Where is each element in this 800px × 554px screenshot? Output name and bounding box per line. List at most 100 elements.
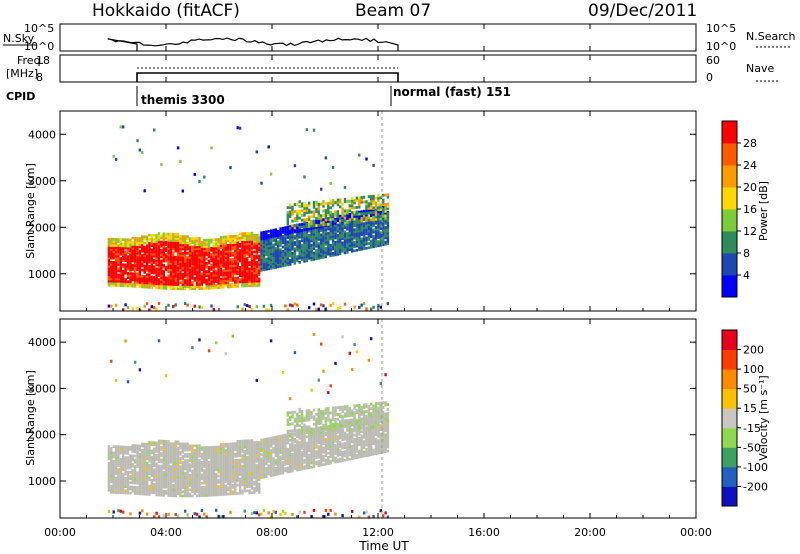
v-cell: [191, 452, 194, 456]
p-cell: [310, 237, 313, 241]
v-cell: [320, 428, 323, 432]
p-cell: [317, 242, 320, 245]
v-cell: [281, 463, 285, 467]
p-cell: [355, 219, 359, 223]
p-cell: [236, 280, 239, 284]
p-cell: [341, 214, 344, 218]
nsearch-tick-bottom: 10^0: [706, 40, 736, 53]
v-cell: [234, 444, 237, 448]
v-cell: [305, 443, 309, 447]
v-cell: [112, 484, 115, 488]
v-cell: [117, 480, 120, 484]
p-cell: [331, 166, 335, 169]
v-cell: [269, 468, 273, 471]
v-cell: [219, 474, 223, 478]
p-cell: [117, 267, 120, 271]
p-cell: [215, 240, 218, 244]
v-cell: [200, 452, 204, 456]
v-cell: [191, 459, 194, 462]
p-cell: [203, 241, 206, 244]
v-cell: [176, 459, 180, 462]
v-cell: [124, 470, 127, 474]
p-cell: [348, 240, 351, 243]
v-cell: [260, 465, 263, 469]
p-cell: [112, 283, 115, 287]
v-cell: [269, 472, 273, 475]
p-cell: [133, 278, 137, 282]
v-cell: [250, 478, 254, 482]
p-cell: [339, 223, 342, 226]
v-cell: [322, 423, 325, 427]
p-cell: [329, 181, 332, 185]
p-cell: [358, 217, 361, 220]
v-cell: [207, 479, 211, 483]
p-cell: [327, 213, 330, 217]
v-cell: [265, 456, 268, 460]
v-cell: [224, 465, 227, 469]
velocity-heatmap: [107, 319, 390, 519]
p-cell: [117, 250, 120, 254]
v-cell: [293, 452, 297, 456]
p-cell: [110, 269, 113, 272]
p-cell: [117, 259, 120, 262]
p-cell: [377, 234, 380, 237]
p-cell: [291, 233, 294, 236]
v-cell: [229, 450, 232, 454]
p-cell: [217, 263, 220, 266]
p-cell: [289, 215, 292, 219]
p-cell: [150, 254, 153, 258]
p-cell: [386, 231, 390, 235]
p-cell: [148, 256, 151, 260]
v-cell: [219, 445, 223, 448]
v-cell: [293, 444, 297, 447]
v-cell: [312, 431, 316, 435]
p-cell: [155, 269, 158, 273]
p-cell: [222, 254, 225, 258]
v-cell: [157, 441, 161, 445]
v-cell: [231, 450, 235, 454]
v-cell: [205, 450, 208, 454]
p-cell: [327, 240, 330, 243]
p-cell: [138, 241, 142, 245]
p-cell: [198, 241, 201, 244]
v-cell: [236, 448, 239, 452]
p-cell: [324, 255, 328, 259]
v-cell: [250, 487, 254, 490]
v-cell: [310, 447, 313, 450]
p-cell: [305, 255, 309, 258]
p-cell: [119, 280, 122, 283]
p-cell: [112, 271, 115, 275]
v-cell: [248, 441, 251, 445]
v-cell: [250, 468, 254, 472]
p-cell: [274, 240, 277, 244]
p-cell: [222, 279, 225, 283]
v-cell: [229, 444, 232, 448]
p-cell: [367, 208, 371, 212]
v-cell: [160, 446, 163, 449]
p-cell: [291, 210, 294, 214]
p-cell: [372, 235, 375, 238]
v-cell: [229, 459, 232, 462]
v-cell: [203, 446, 206, 449]
p-cell: [300, 231, 304, 234]
v-cell: [188, 457, 192, 460]
v-cell: [184, 455, 187, 458]
v-cell: [145, 470, 149, 473]
v-cell: [238, 477, 242, 481]
v-cell: [198, 444, 201, 448]
v-cell: [195, 454, 199, 458]
p-cell: [248, 248, 251, 252]
v-cell: [212, 458, 215, 461]
p-cell: [312, 212, 316, 216]
v-cell: [150, 464, 153, 467]
p-cell: [329, 218, 332, 221]
p-cell: [133, 243, 137, 246]
v-cell: [174, 454, 177, 458]
p-cell: [298, 227, 301, 231]
v-cell: [205, 446, 208, 449]
p-cell: [126, 251, 130, 254]
p-cell: [377, 223, 380, 227]
p-cell: [382, 200, 385, 204]
p-cell: [129, 249, 132, 252]
